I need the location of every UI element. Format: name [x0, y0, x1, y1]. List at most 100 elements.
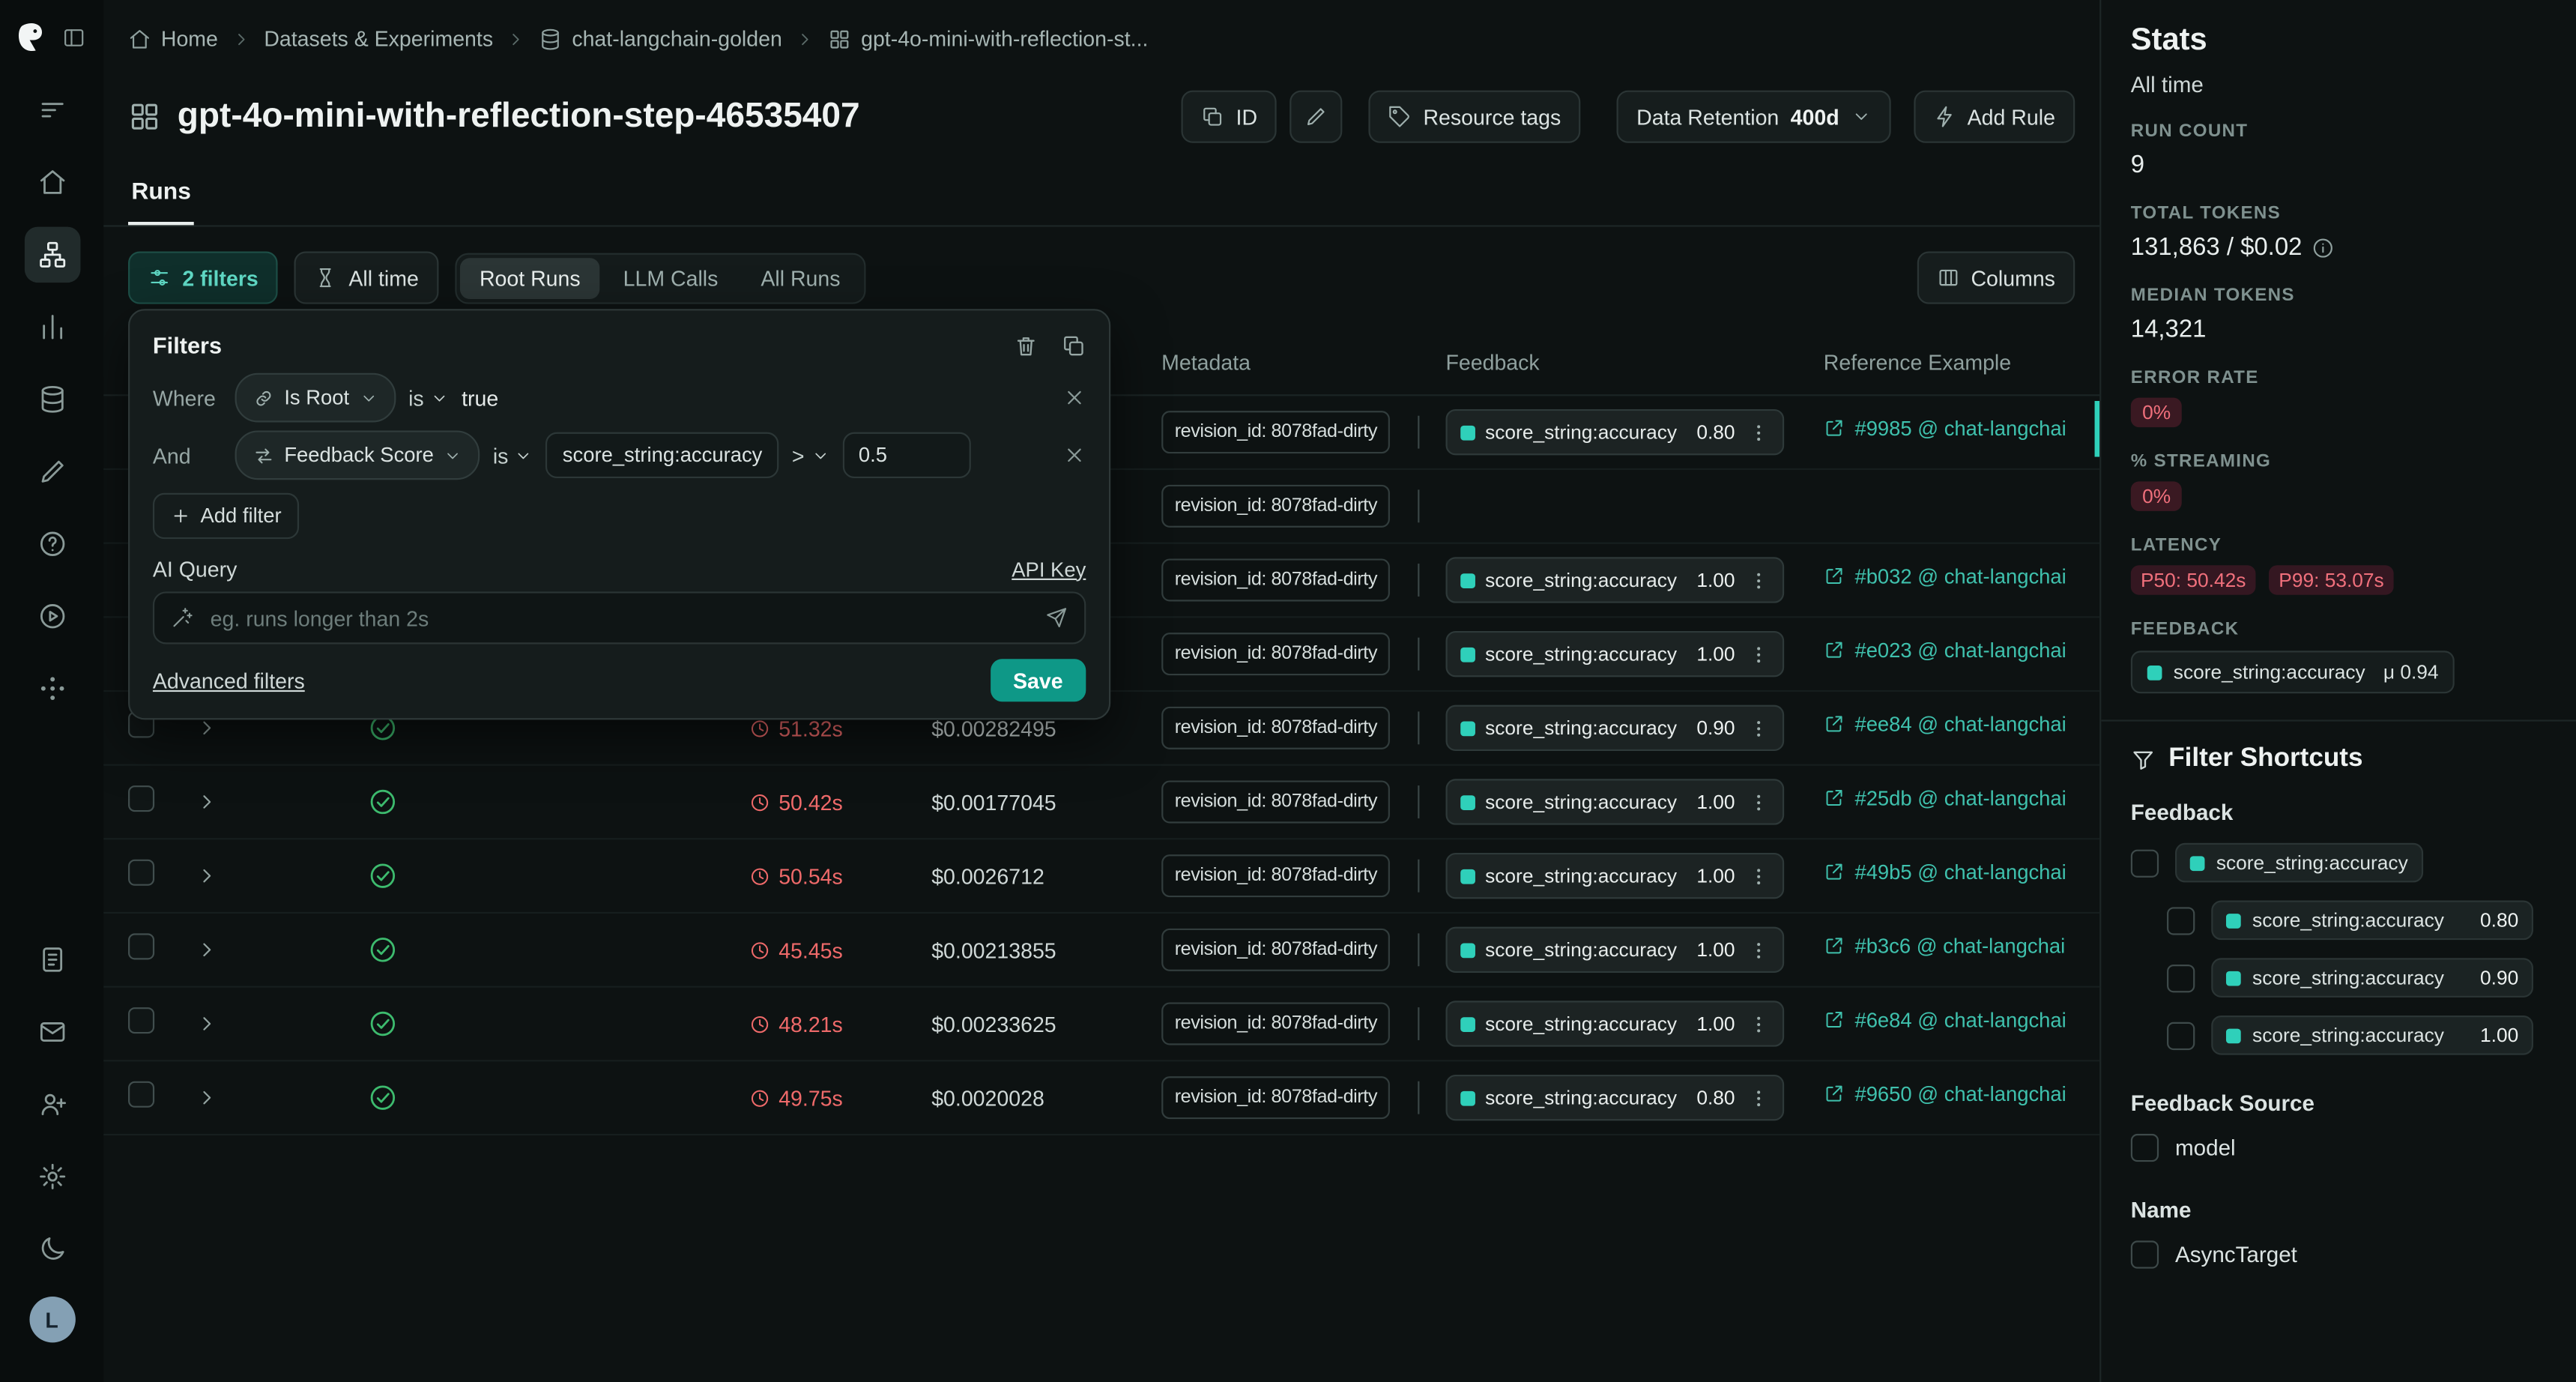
row-checkbox[interactable] [128, 932, 155, 959]
api-key-link[interactable]: API Key [1012, 558, 1086, 582]
row-checkbox[interactable] [128, 784, 155, 812]
breadcrumb-datasets-experiments[interactable]: Datasets & Experiments [264, 26, 493, 51]
sidebar-item-annotation[interactable] [24, 444, 80, 500]
kebab-menu-icon[interactable] [1748, 939, 1770, 961]
kebab-menu-icon[interactable] [1748, 570, 1770, 591]
feedback-badge[interactable]: score_string:accuracy 1.00 [1445, 779, 1785, 825]
feedback-badge[interactable]: score_string:accuracy 1.00 [1445, 557, 1785, 603]
row-expand-chevron-icon[interactable] [196, 1086, 219, 1109]
breadcrumb-home[interactable]: Home [128, 26, 218, 51]
segment-llm-calls[interactable]: LLM Calls [623, 265, 719, 290]
row-checkbox[interactable] [128, 858, 155, 885]
duplicate-filters-icon[interactable] [1061, 333, 1086, 357]
shortcut-checkbox[interactable] [2130, 1133, 2159, 1162]
row-expand-chevron-icon[interactable] [196, 938, 219, 962]
tab-runs[interactable]: Runs [128, 179, 195, 226]
row-expand-chevron-icon[interactable] [196, 716, 219, 740]
row-checkbox[interactable] [128, 1006, 155, 1034]
reference-example-link[interactable]: #e023 @ chat-langchai [1824, 639, 2066, 662]
breadcrumb-experiment[interactable]: gpt-4o-mini-with-reflection-st... [828, 26, 1148, 51]
sidebar-item-support[interactable] [24, 516, 80, 572]
feedback-summary-badge[interactable]: score_string:accuracy μ 0.94 [2130, 651, 2455, 694]
metadata-badge[interactable]: revision_id: 8078fad-dirty [1161, 706, 1391, 749]
delete-filters-icon[interactable] [1014, 333, 1038, 357]
comparator-dropdown[interactable]: > [792, 443, 829, 468]
resource-tags-button[interactable]: Resource tags [1369, 90, 1581, 143]
sidebar-item-docs[interactable] [24, 932, 80, 988]
kebab-menu-icon[interactable] [1748, 643, 1770, 665]
metadata-badge[interactable]: revision_id: 8078fad-dirty [1161, 928, 1391, 971]
user-avatar[interactable]: L [28, 1296, 75, 1343]
sidebar-item-settings[interactable] [24, 1149, 80, 1205]
kebab-menu-icon[interactable] [1748, 1087, 1770, 1108]
shortcut-checkbox[interactable] [2130, 848, 2159, 877]
filter-operator-dropdown[interactable]: is [493, 443, 533, 468]
filters-button[interactable]: 2 filters [128, 251, 279, 304]
feedback-key-input[interactable]: score_string:accuracy [545, 432, 779, 479]
add-rule-button[interactable]: Add Rule [1913, 90, 2075, 143]
row-expand-chevron-icon[interactable] [196, 1013, 219, 1036]
metadata-badge[interactable]: revision_id: 8078fad-dirty [1161, 1076, 1391, 1120]
data-retention-dropdown[interactable]: Data Retention 400d [1616, 90, 1890, 143]
kebab-menu-icon[interactable] [1748, 421, 1770, 443]
feedback-badge[interactable]: score_string:accuracy 1.00 [1445, 852, 1785, 899]
send-icon[interactable] [1044, 606, 1068, 630]
metadata-badge[interactable]: revision_id: 8078fad-dirty [1161, 558, 1391, 602]
feedback-badge[interactable]: score_string:accuracy 0.80 [1445, 408, 1785, 456]
metadata-badge[interactable]: revision_id: 8078fad-dirty [1161, 1002, 1391, 1045]
metadata-badge[interactable]: revision_id: 8078fad-dirty [1161, 633, 1391, 676]
sidebar-item-datasets[interactable] [24, 372, 80, 428]
row-checkbox[interactable] [128, 1080, 155, 1107]
metadata-badge[interactable]: revision_id: 8078fad-dirty [1161, 484, 1391, 528]
remove-filter-icon[interactable] [1063, 386, 1086, 409]
kebab-menu-icon[interactable] [1748, 865, 1770, 887]
threshold-input[interactable]: 0.5 [841, 432, 970, 479]
dark-mode-toggle[interactable] [24, 1221, 80, 1277]
sidebar-item-home[interactable] [24, 154, 80, 211]
feedback-badge[interactable]: score_string:accuracy 0.90 [1445, 704, 1785, 752]
sidebar-item-monitoring[interactable] [24, 299, 80, 355]
breadcrumb-dataset[interactable]: chat-langchain-golden [539, 26, 782, 51]
feedback-badge[interactable]: score_string:accuracy 1.00 [1445, 926, 1785, 974]
reference-example-link[interactable]: #b032 @ chat-langchai [1824, 565, 2066, 588]
reference-example-link[interactable]: #9985 @ chat-langchai [1824, 417, 2066, 440]
sidebar-item-inbox[interactable] [24, 1004, 80, 1060]
reference-example-link[interactable]: #ee84 @ chat-langchai [1824, 713, 2066, 736]
sidebar-item-invite[interactable] [24, 1076, 80, 1132]
feedback-badge[interactable]: score_string:accuracy 1.00 [1445, 1001, 1785, 1047]
shortcut-checkbox[interactable] [2167, 906, 2195, 935]
row-expand-chevron-icon[interactable] [196, 864, 219, 887]
sidebar-item-quickstart[interactable] [24, 82, 80, 139]
filter-field-dropdown[interactable]: Is Root [235, 372, 396, 423]
remove-filter-icon[interactable] [1063, 444, 1086, 467]
row-expand-chevron-icon[interactable] [196, 791, 219, 814]
filter-field-dropdown[interactable]: Feedback Score [235, 430, 480, 480]
edit-button[interactable] [1289, 90, 1343, 143]
kebab-menu-icon[interactable] [1748, 717, 1770, 739]
feedback-badge[interactable]: score_string:accuracy 0.80 [1445, 1074, 1785, 1121]
ai-query-input[interactable] [207, 603, 1032, 633]
segment-root-runs[interactable]: Root Runs [459, 257, 600, 298]
metadata-badge[interactable]: revision_id: 8078fad-dirty [1161, 780, 1391, 824]
shortcut-checkbox[interactable] [2167, 963, 2195, 992]
metadata-badge[interactable]: revision_id: 8078fad-dirty [1161, 854, 1391, 898]
filter-operator-dropdown[interactable]: is [408, 385, 448, 410]
sidebar-item-integrations[interactable] [24, 660, 80, 716]
reference-example-link[interactable]: #25db @ chat-langchai [1824, 787, 2066, 809]
shortcut-checkbox[interactable] [2130, 1240, 2159, 1269]
sidebar-item-deployments[interactable] [24, 588, 80, 645]
columns-button[interactable]: Columns [1917, 251, 2075, 304]
reference-example-link[interactable]: #49b5 @ chat-langchai [1824, 860, 2066, 884]
copy-id-button[interactable]: ID [1182, 90, 1278, 143]
kebab-menu-icon[interactable] [1748, 1013, 1770, 1035]
reference-example-link[interactable]: #9650 @ chat-langchai [1824, 1082, 2066, 1105]
segment-all-runs[interactable]: All Runs [761, 265, 841, 290]
reference-example-link[interactable]: #6e84 @ chat-langchai [1824, 1009, 2066, 1031]
shortcut-checkbox[interactable] [2167, 1021, 2195, 1049]
kebab-menu-icon[interactable] [1748, 791, 1770, 813]
advanced-filters-link[interactable]: Advanced filters [152, 668, 305, 693]
metadata-badge[interactable]: revision_id: 8078fad-dirty [1161, 411, 1391, 454]
reference-example-link[interactable]: #b3c6 @ chat-langchai [1824, 935, 2065, 958]
save-button[interactable]: Save [990, 659, 1086, 702]
sidebar-collapse-button[interactable] [58, 22, 91, 55]
